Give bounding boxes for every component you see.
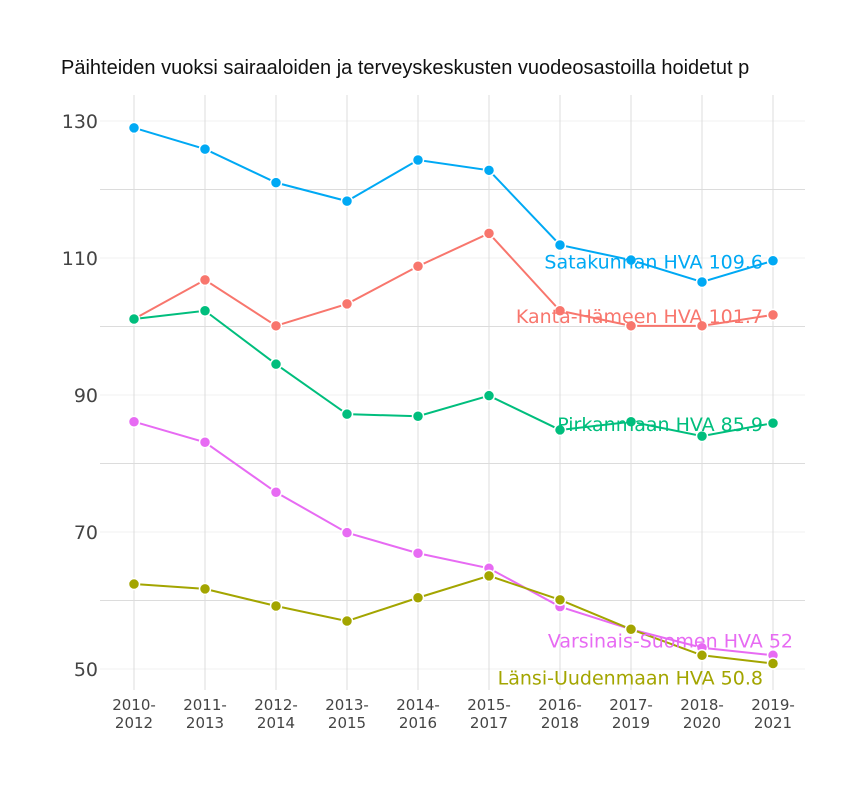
data-point [766,416,780,430]
data-point [269,599,283,613]
series-end-label: Varsinais-Suomen HVA 52 [548,630,793,652]
data-point [198,436,212,449]
series-line [133,232,774,327]
x-tick-label-line: 2013 [186,714,224,732]
data-point [695,319,709,333]
data-point [695,649,709,662]
data-point [553,238,567,252]
x-tick-label-line: 2012 [115,714,153,732]
data-point [411,153,425,167]
data-point [482,227,496,240]
x-tick-label-line: 2018 [541,714,579,732]
y-tick-label: 90 [74,385,98,407]
data-point [411,409,425,423]
x-tick-label-line: 2011- [183,696,227,714]
data-point [340,614,354,628]
data-point [269,486,283,499]
data-point [411,591,425,605]
x-tick-label-line: 2017 [470,714,508,732]
x-tick-label-line: 2020 [683,714,721,732]
data-point [695,429,709,443]
x-tick-label: 2013-2015 [325,696,369,732]
x-tick-label-line: 2019 [612,714,650,732]
data-point [198,582,212,596]
y-tick-label: 130 [62,111,98,133]
data-point [766,308,780,322]
x-tick-label-line: 2015- [467,696,511,714]
data-point [198,273,212,287]
data-point [340,194,354,208]
x-tick-label-line: 2018- [680,696,724,714]
x-tick-label-line: 2013- [325,696,369,714]
x-tick-label: 2011-2013 [183,696,227,732]
x-tick-label-line: 2021 [754,714,792,732]
data-point [695,275,709,289]
series-line [133,126,774,284]
x-tick-label: 2018-2020 [680,696,724,732]
data-point [127,312,141,326]
data-point [411,259,425,273]
data-point [127,577,141,591]
data-point [198,142,212,156]
series-end-label: Kanta-Hämeen HVA 101.7 [516,306,763,328]
data-point [482,164,496,177]
data-point [269,176,283,189]
x-tick-label-line: 2014 [257,714,295,732]
x-tick-label-line: 2016 [399,714,437,732]
series-end-label: Länsi-Uudenmaan HVA 50.8 [498,668,763,690]
y-tick-label: 70 [74,522,98,544]
data-point [482,569,496,583]
x-tick-label: 2012-2014 [254,696,298,732]
data-point [411,546,425,560]
chart-title: Päihteiden vuoksi sairaaloiden ja tervey… [61,57,750,79]
x-tick-label: 2010-2012 [112,696,156,732]
data-point [553,304,567,317]
data-point [766,657,780,670]
series-line [133,574,774,665]
data-point [269,319,283,333]
data-point [340,526,354,539]
data-point [624,319,638,333]
data-point [553,423,567,437]
data-point [198,304,212,317]
x-tick-label: 2017-2019 [609,696,653,732]
data-point [482,389,496,402]
x-tick-label-line: 2019- [751,696,795,714]
y-tick-label: 110 [62,248,98,270]
data-point [269,357,283,371]
x-tick-label: 2019-2021 [751,696,795,732]
x-tick-label-line: 2010- [112,696,156,714]
data-point [624,415,638,428]
data-point [624,623,638,636]
series-line [133,309,774,438]
data-point [553,593,567,607]
data-point [766,254,780,267]
x-tick-label: 2015-2017 [467,696,511,732]
x-tick-label: 2014-2016 [396,696,440,732]
x-tick-label-line: 2017- [609,696,653,714]
data-point [127,415,141,428]
x-tick-label-line: 2014- [396,696,440,714]
data-point [624,253,638,267]
y-tick-label: 50 [74,659,98,681]
x-tick-label: 2016-2018 [538,696,582,732]
series-end-label: Pirkanmaan HVA 85.9 [557,414,763,436]
series-line [133,420,774,657]
data-point [127,121,141,135]
x-tick-label-line: 2016- [538,696,582,714]
x-tick-label-line: 2012- [254,696,298,714]
data-point [340,407,354,421]
x-tick-label-line: 2015 [328,714,366,732]
series-end-label: Satakunnan HVA 109.6 [544,252,763,274]
data-point [340,297,354,311]
